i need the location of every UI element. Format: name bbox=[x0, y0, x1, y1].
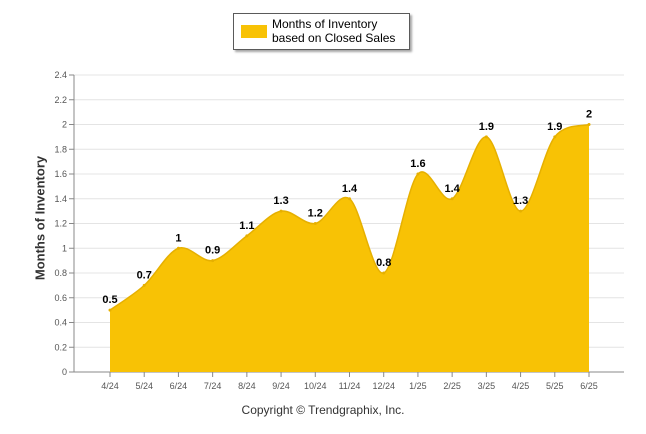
x-tick-label: 12/24 bbox=[372, 381, 395, 391]
data-point bbox=[108, 308, 112, 312]
y-tick-label: 1.2 bbox=[54, 219, 67, 229]
x-tick-label: 7/24 bbox=[204, 381, 222, 391]
x-tick-label: 6/25 bbox=[580, 381, 598, 391]
data-label: 1.1 bbox=[239, 220, 254, 232]
y-axis-title: Months of Inventory bbox=[32, 155, 48, 281]
data-point bbox=[382, 271, 386, 275]
data-label: 1.4 bbox=[342, 183, 358, 195]
x-axis: 4/24 5/24 6/24 7/24 8/24 9/24 10/24 11/24 12/24 1… bbox=[74, 371, 624, 391]
y-tick-label: 1.6 bbox=[54, 169, 67, 179]
legend: Months of Inventory based on Closed Sale… bbox=[233, 13, 410, 50]
legend-swatch bbox=[241, 25, 267, 38]
data-labels: 0.5 0.7 1 0.9 1.1 1.3 1.2 1.4 0.8 1.6 1.4 1.9 1.3 1.9… bbox=[102, 109, 592, 312]
data-point bbox=[279, 209, 283, 213]
x-tick-label: 1/25 bbox=[409, 381, 427, 391]
data-point bbox=[142, 283, 146, 287]
data-point bbox=[416, 172, 420, 176]
data-label: 2 bbox=[586, 109, 592, 121]
x-tick-label: 9/24 bbox=[272, 381, 290, 391]
x-tick-label: 6/24 bbox=[170, 381, 188, 391]
copyright-text: Copyright © Trendgraphix, Inc. bbox=[241, 403, 405, 417]
data-label: 1.9 bbox=[547, 121, 562, 133]
y-tick-label: 0.6 bbox=[54, 293, 67, 303]
y-tick-label: 0.2 bbox=[54, 342, 67, 352]
data-point bbox=[176, 246, 180, 250]
y-axis: 0 0.2 0.4 0.6 0.8 1 1.2 1.4 1.6 1.8 2 2.2 2.4 bbox=[54, 70, 75, 377]
data-label: 1.9 bbox=[479, 121, 494, 133]
x-tick-label: 4/25 bbox=[512, 381, 530, 391]
data-label: 1.4 bbox=[444, 183, 460, 195]
data-point bbox=[313, 222, 317, 225]
data-label: 1.3 bbox=[273, 195, 288, 207]
y-tick-label: 2 bbox=[62, 120, 67, 130]
x-tick-label: 8/24 bbox=[238, 381, 256, 391]
data-label: 0.7 bbox=[137, 269, 152, 281]
y-tick-label: 1.4 bbox=[54, 194, 67, 204]
data-point bbox=[450, 197, 454, 201]
data-label: 0.8 bbox=[376, 257, 391, 269]
data-point bbox=[519, 209, 523, 213]
y-tick-label: 0.4 bbox=[54, 318, 67, 328]
x-tick-label: 2/25 bbox=[443, 381, 461, 391]
x-tick-label: 5/25 bbox=[546, 381, 564, 391]
legend-label: Months of Inventory based on Closed Sale… bbox=[272, 17, 396, 45]
data-label: 0.9 bbox=[205, 245, 220, 257]
series-line bbox=[109, 123, 590, 311]
data-point bbox=[245, 234, 249, 238]
x-tick-label: 11/24 bbox=[339, 381, 361, 391]
data-label: 1 bbox=[175, 232, 181, 244]
data-point bbox=[484, 135, 488, 139]
data-label: 1.3 bbox=[513, 195, 528, 207]
data-point bbox=[348, 197, 351, 201]
y-tick-label: 2.2 bbox=[54, 95, 67, 105]
area-fill bbox=[110, 124, 589, 372]
data-label: 0.5 bbox=[102, 294, 117, 306]
x-tick-label: 3/25 bbox=[478, 381, 496, 391]
y-tick-label: 0 bbox=[62, 367, 67, 377]
data-label: 1.6 bbox=[410, 158, 425, 170]
y-tick-label: 1 bbox=[62, 243, 67, 253]
y-tick-label: 0.8 bbox=[54, 268, 67, 278]
series-area bbox=[109, 123, 590, 372]
x-tick-label: 10/24 bbox=[304, 381, 327, 391]
y-tick-label: 1.8 bbox=[54, 144, 67, 154]
data-point bbox=[587, 123, 591, 126]
x-tick-label: 5/24 bbox=[135, 381, 153, 391]
data-label: 1.2 bbox=[308, 208, 323, 220]
x-tick-label: 4/24 bbox=[101, 381, 119, 391]
y-tick-label: 2.4 bbox=[54, 70, 67, 80]
data-point bbox=[211, 259, 215, 263]
data-point bbox=[553, 135, 557, 139]
